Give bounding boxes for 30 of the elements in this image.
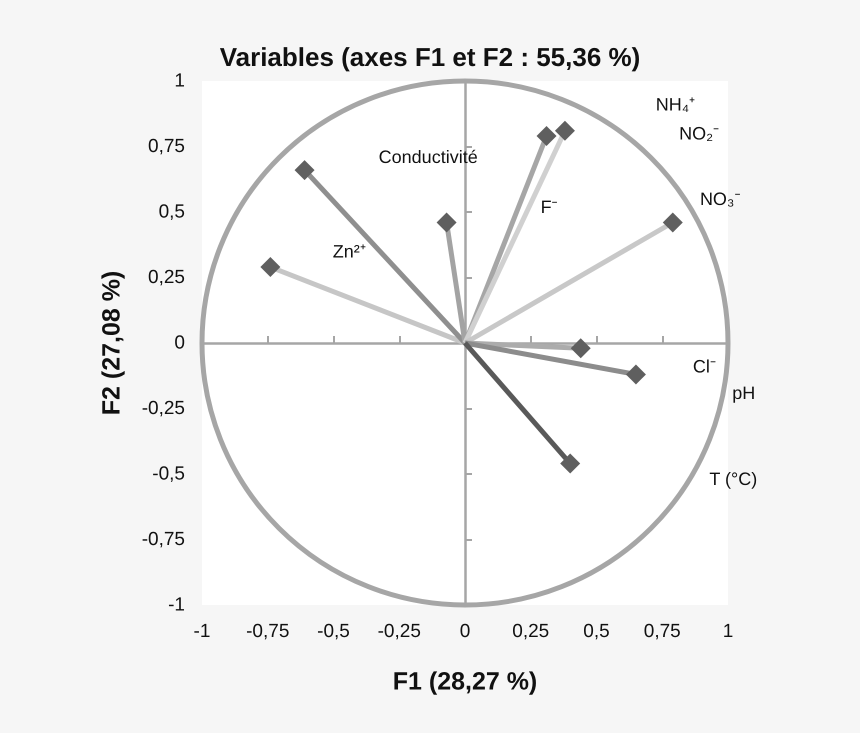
y-tick-label: -0,25 bbox=[142, 398, 185, 419]
annotation: Zn²⁺ bbox=[332, 241, 366, 262]
text: pH bbox=[732, 382, 756, 403]
annotation: F⁻ bbox=[540, 196, 558, 217]
annotation: NO₂⁻ bbox=[679, 123, 720, 144]
y-tick-label: -0,5 bbox=[152, 464, 185, 484]
y-tick-label: 0 bbox=[174, 332, 185, 354]
annotation: NO₃⁻ bbox=[700, 188, 740, 209]
annotation: Cl⁻ bbox=[692, 356, 716, 377]
x-tick-label: -0,75 bbox=[246, 621, 290, 642]
y-tick-label: 0,5 bbox=[158, 202, 185, 222]
x-tick-label: 0,5 bbox=[583, 621, 610, 642]
x-axis-title: F1 (28,27 %) bbox=[392, 668, 538, 696]
chart-title: Variables (axes F1 et F2 : 55,36 %) bbox=[220, 42, 640, 72]
y-axis-title: F2 (27,08 %) bbox=[98, 270, 126, 416]
x-tick-label: -0,5 bbox=[317, 621, 350, 642]
y-tick-label: -1 bbox=[168, 594, 185, 616]
x-tick-label: 0,75 bbox=[644, 621, 681, 642]
x-tick-label: 0,25 bbox=[512, 621, 550, 642]
y-tick-label: 1 bbox=[174, 70, 185, 92]
x-tick-label: -0,25 bbox=[378, 621, 421, 642]
annotation: Conductivité bbox=[378, 146, 478, 167]
annotation: NH₄⁺ bbox=[656, 94, 696, 115]
x-tick-label: 1 bbox=[722, 621, 734, 642]
x-tick-label: -1 bbox=[194, 621, 210, 642]
y-tick-label: 0,25 bbox=[148, 267, 185, 288]
y-tick-label: -0,75 bbox=[142, 529, 185, 550]
x-tick-label: 0 bbox=[460, 621, 470, 642]
y-tick-label: 0,75 bbox=[148, 136, 185, 157]
annotation: T (°C) bbox=[709, 469, 758, 490]
